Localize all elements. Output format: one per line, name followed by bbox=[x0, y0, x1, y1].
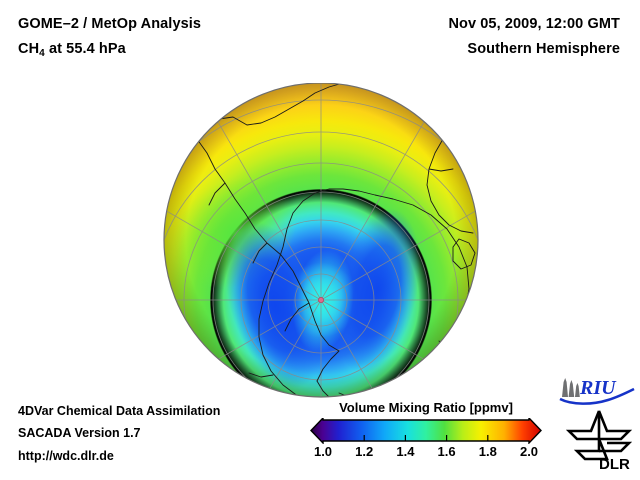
south-pole-marker bbox=[318, 297, 324, 303]
colorbar-tick-label: 1.2 bbox=[355, 444, 374, 459]
colorbar-tick-label: 1.4 bbox=[396, 444, 415, 459]
dlr-wordmark: DLR bbox=[599, 456, 630, 471]
coastline-new-zealand bbox=[438, 340, 458, 366]
colorbar-svg bbox=[310, 416, 542, 445]
coastline-australia bbox=[452, 238, 476, 270]
globe-map bbox=[163, 82, 479, 399]
colorbar-tick-label: 1.8 bbox=[478, 444, 497, 459]
coastline-south-america bbox=[180, 83, 344, 382]
footer-line-method: 4DVar Chemical Data Assimilation bbox=[18, 404, 221, 418]
species-level-label: CH4 at 55.4 hPa bbox=[18, 41, 126, 59]
riu-wave-icon bbox=[559, 387, 635, 405]
page-title: GOME–2 / MetOp Analysis bbox=[18, 16, 202, 32]
colorbar-tick-label: 2.0 bbox=[519, 444, 539, 459]
globe-limb bbox=[163, 82, 479, 398]
pressure-level: at 55.4 hPa bbox=[44, 41, 126, 57]
colorbar-tick-labels: 1.0 1.2 1.4 1.6 1.8 2.0 bbox=[310, 444, 542, 466]
species-name: CH bbox=[18, 41, 40, 57]
dlr-logo-mark: DLR bbox=[565, 410, 633, 473]
orthographic-projection bbox=[163, 82, 479, 398]
riu-logo: RIU bbox=[558, 373, 638, 405]
riu-towers-icon bbox=[562, 378, 580, 397]
colorbar-tick-label: 1.6 bbox=[437, 444, 456, 459]
hemisphere-label: Southern Hemisphere bbox=[467, 41, 620, 57]
dlr-logo: DLR bbox=[563, 409, 635, 473]
colorbar-body bbox=[310, 416, 542, 445]
colorbar-tick-label: 1.0 bbox=[313, 444, 333, 459]
colorbar-title: Volume Mixing Ratio [ppmv] bbox=[339, 400, 513, 415]
timestamp-label: Nov 05, 2009, 12:00 GMT bbox=[448, 16, 620, 32]
footer-line-version: SACADA Version 1.7 bbox=[18, 426, 141, 440]
colorbar-tickmarks bbox=[363, 435, 489, 441]
dlr-aircraft-icon bbox=[565, 410, 633, 461]
riu-wordmark: RIU bbox=[579, 377, 617, 399]
species-subscript: 4 bbox=[39, 48, 45, 59]
footer-line-url: http://wdc.dlr.de bbox=[18, 449, 114, 463]
colorbar bbox=[310, 416, 542, 445]
riu-logo-mark: RIU bbox=[559, 377, 635, 405]
